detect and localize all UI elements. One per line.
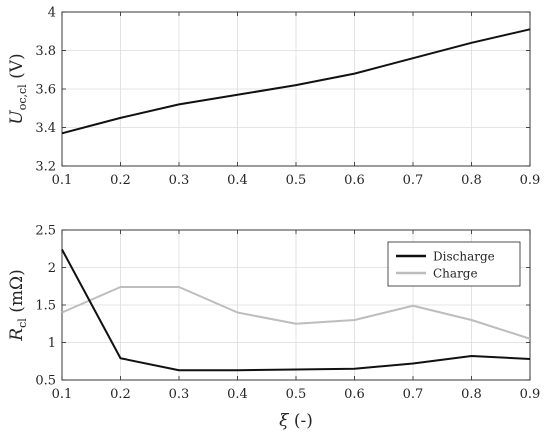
series-line	[61, 28, 531, 135]
legend: Discharge Charge	[387, 241, 521, 287]
x-tick-label: 0.3	[169, 173, 190, 188]
y-axis-label-subscript: cl	[16, 318, 29, 328]
series-line-charge	[61, 286, 531, 340]
y-tick-label: 3.4	[35, 121, 56, 136]
legend-box	[387, 241, 521, 287]
y-tick-label: 4	[48, 6, 56, 21]
y-tick-label: 3.6	[35, 83, 56, 98]
y-tick-label: 2.5	[35, 224, 56, 239]
x-tick-label: 0.9	[520, 173, 541, 188]
y-axis-label-unit: (mΩ)	[7, 269, 27, 318]
y-tick-label: 3.2	[35, 160, 56, 175]
y-axis-label-subscript: oc,cl	[16, 84, 29, 110]
x-tick-label: 0.6	[344, 387, 365, 402]
x-tick-label: 0.2	[110, 387, 131, 402]
y-tick-label: 1	[48, 336, 56, 351]
y-axis-label-symbol: R	[7, 328, 27, 342]
y-tick-label: 3.8	[35, 44, 56, 59]
x-tick-label: 0.6	[344, 173, 365, 188]
x-tick-label: 0.5	[286, 387, 307, 402]
x-tick-label: 0.5	[286, 173, 307, 188]
voltage-panel: 0.1 0.2 0.3 0.4 0.5 0.6 0.7 0.8 0.9 3.2 3.4 3.6 3.8 4…	[7, 6, 540, 189]
x-tick-label: 0.9	[520, 387, 541, 402]
y-tick-label: 2	[48, 261, 56, 276]
legend-label-charge: Charge	[433, 267, 478, 281]
x-tick-label: 0.2	[110, 173, 131, 188]
x-tick-label: 0.4	[227, 387, 248, 402]
y-axis-label-unit: (V)	[7, 53, 27, 84]
x-tick-label: 0.8	[461, 173, 482, 188]
x-axis-label: ξ (-)	[279, 411, 313, 431]
x-tick-label: 0.7	[403, 387, 424, 402]
y-tick-label: 1.5	[35, 299, 56, 314]
x-axis-label-symbol: ξ	[279, 411, 290, 431]
series-line-discharge	[61, 249, 531, 372]
y-tick-label: 0.5	[35, 374, 56, 389]
resistance-panel: 0.1 0.2 0.3 0.4 0.5 0.6 0.7 0.8 0.9 0.5 1 1.5 2 2.5 Rc…	[7, 224, 540, 432]
x-tick-label: 0.7	[403, 173, 424, 188]
x-tick-label: 0.3	[169, 387, 190, 402]
y-axis-label-symbol: U	[7, 110, 27, 125]
x-tick-label: 0.8	[461, 387, 482, 402]
x-tick-label: 0.1	[52, 173, 73, 188]
x-tick-label: 0.1	[52, 387, 73, 402]
legend-label-discharge: Discharge	[433, 250, 495, 264]
y-axis-label: Uoc,cl (V)	[7, 53, 29, 124]
x-axis-label-unit: (-)	[288, 411, 312, 431]
x-tick-label: 0.4	[227, 173, 248, 188]
y-axis-label: Rcl (mΩ)	[7, 269, 29, 341]
